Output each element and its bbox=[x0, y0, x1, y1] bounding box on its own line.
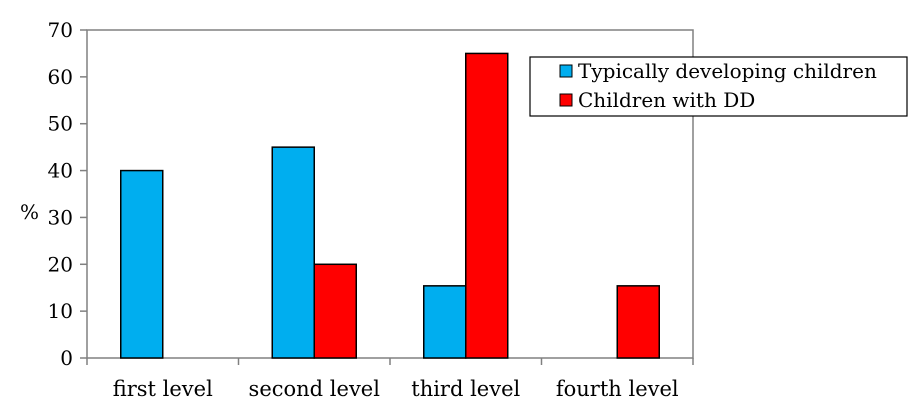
legend-label-children-with-dd: Children with DD bbox=[578, 88, 755, 112]
y-tick-label: 60 bbox=[48, 65, 73, 89]
legend: Typically developing children Children w… bbox=[529, 56, 908, 117]
legend-swatch-children-with-dd bbox=[559, 93, 573, 107]
y-tick-label: 30 bbox=[48, 205, 73, 229]
legend-box bbox=[529, 56, 908, 117]
y-tick-label: 50 bbox=[48, 112, 73, 136]
bars bbox=[120, 52, 660, 359]
y-axis: 0 10 20 30 40 50 60 70 bbox=[48, 18, 87, 370]
y-tick-label: 70 bbox=[48, 18, 73, 42]
bar bbox=[313, 263, 357, 359]
bar bbox=[465, 52, 509, 359]
bar bbox=[616, 285, 660, 359]
bar bbox=[423, 285, 467, 359]
x-tick-label: third level bbox=[411, 377, 520, 401]
y-tick-label: 20 bbox=[48, 252, 73, 276]
bar bbox=[271, 146, 315, 359]
y-tick-label: 40 bbox=[48, 159, 73, 183]
legend-swatch-typically-developing bbox=[559, 64, 573, 78]
x-tick-label: first level bbox=[113, 377, 213, 401]
y-tick-label: 0 bbox=[60, 346, 73, 370]
x-tick-label: fourth level bbox=[556, 377, 679, 401]
y-axis-label: % bbox=[20, 200, 39, 224]
x-axis: first level second level third level fourth… bbox=[86, 358, 694, 401]
x-tick-label: second level bbox=[249, 377, 381, 401]
y-tick-label: 10 bbox=[48, 299, 73, 323]
legend-label-typically-developing: Typically developing children bbox=[578, 59, 877, 83]
bar bbox=[120, 169, 164, 359]
